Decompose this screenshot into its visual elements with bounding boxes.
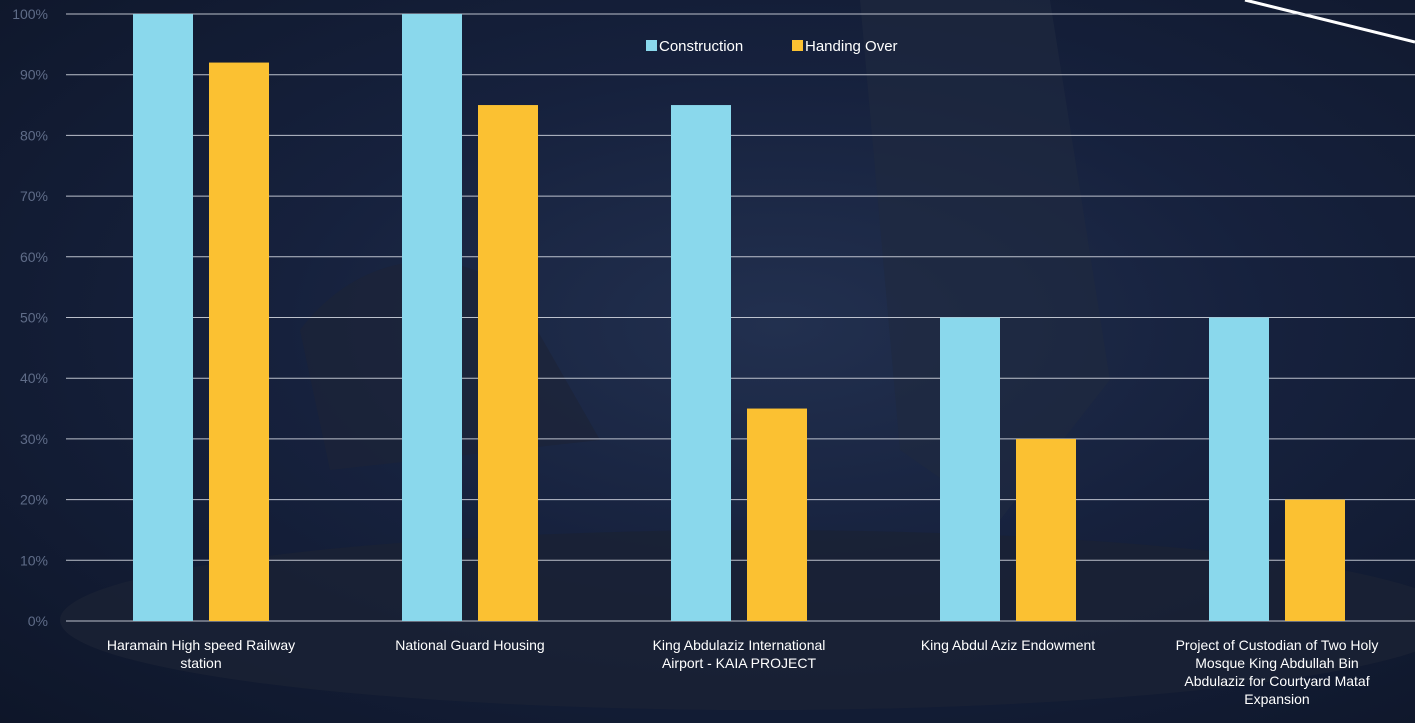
x-axis-label: Airport - KAIA PROJECT	[662, 655, 816, 671]
y-tick-label: 20%	[20, 492, 48, 508]
y-tick-label: 80%	[20, 127, 48, 143]
y-tick-label: 40%	[20, 370, 48, 386]
legend-swatch	[792, 40, 803, 51]
bar-handing-over	[747, 408, 807, 621]
bar-construction	[133, 14, 193, 621]
x-axis-label: Haramain High speed Railway	[107, 637, 295, 653]
x-axis-label: Project of Custodian of Two Holy	[1176, 637, 1379, 653]
bar-construction	[940, 317, 1000, 621]
y-tick-label: 70%	[20, 188, 48, 204]
y-tick-label: 30%	[20, 431, 48, 447]
x-axis-label: King Abdulaziz International	[653, 637, 826, 653]
bars	[133, 14, 1345, 622]
bar-construction	[402, 14, 462, 621]
x-axis-label: Abdulaziz for Courtyard Mataf	[1184, 673, 1369, 689]
y-tick-label: 0%	[28, 613, 48, 629]
grid-lines	[66, 13, 1415, 622]
y-tick-label: 10%	[20, 552, 48, 568]
legend-label: Handing Over	[805, 38, 898, 55]
x-axis-label: Expansion	[1244, 691, 1309, 707]
bar-handing-over	[478, 105, 538, 622]
y-tick-label: 100%	[12, 6, 48, 22]
legend-label: Construction	[659, 38, 743, 55]
y-tick-label: 50%	[20, 310, 48, 326]
bar-construction	[671, 105, 731, 622]
bar-handing-over	[1016, 438, 1076, 621]
y-tick-label: 90%	[20, 67, 48, 83]
x-axis-label: King Abdul Aziz Endowment	[921, 637, 1095, 653]
x-axis-labels: Haramain High speed Railway station Nation…	[107, 637, 1379, 707]
bar-handing-over	[1285, 499, 1345, 621]
x-axis-label: National Guard Housing	[395, 637, 544, 653]
bar-handing-over	[209, 62, 269, 622]
legend-swatch	[646, 40, 657, 51]
y-tick-label: 60%	[20, 249, 48, 265]
legend: Construction Handing Over	[646, 38, 898, 55]
x-axis-label: Mosque King Abdullah Bin	[1195, 655, 1358, 671]
bar-construction	[1209, 317, 1269, 621]
x-axis-label: station	[180, 655, 221, 671]
y-axis-ticks: 0% 10% 20% 30% 40% 50% 60% 70% 80% 90% 100%	[12, 6, 48, 629]
